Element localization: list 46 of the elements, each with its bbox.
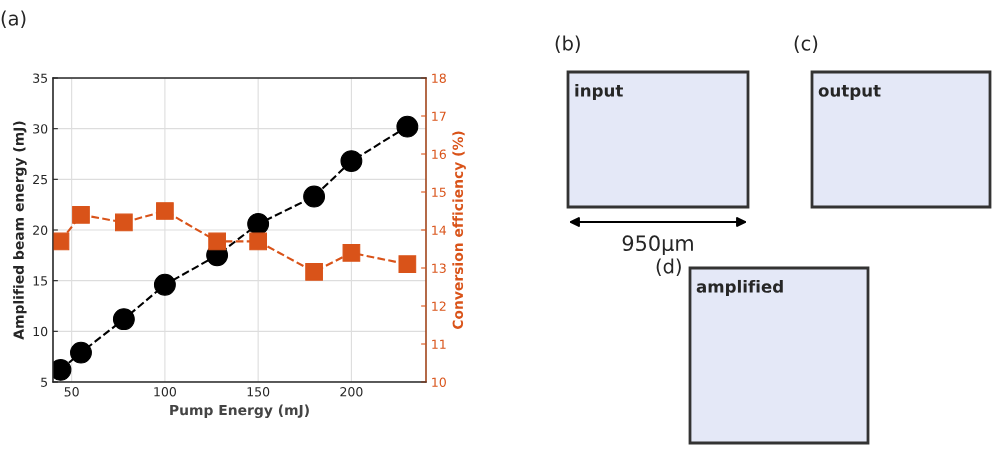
y-tick-label: 10 (33, 326, 48, 337)
y-tick-label: 20 (33, 225, 48, 235)
point (342, 243, 361, 262)
y-tick-label: 35 (33, 73, 48, 83)
x-tick-label: 150 (247, 387, 270, 397)
y-tick-label: 30 (33, 124, 48, 134)
point (115, 213, 133, 232)
text: (d) (656, 258, 681, 276)
point (153, 273, 176, 296)
y-tick-label: 5 (41, 377, 48, 387)
y2-tick-label: 10 (432, 377, 446, 387)
y2-axis-title: Conversion efficiency (%) (452, 131, 466, 330)
y2-tick-label: 13 (432, 263, 446, 273)
text: output (818, 84, 881, 101)
y2-tick-label: 16 (432, 149, 446, 159)
point (249, 232, 267, 251)
point (305, 262, 323, 281)
y2-tick-label: 18 (432, 73, 446, 83)
y2-tick-label: 12 (432, 301, 446, 311)
y2-tick-label: 17 (432, 111, 446, 121)
point (70, 341, 92, 364)
point (396, 115, 419, 138)
point (208, 232, 226, 251)
x-tick-label: 100 (154, 387, 176, 397)
y-axis-title: Amplified beam energy (mJ) (13, 121, 27, 340)
point (156, 202, 174, 220)
x-axis-title: Pump Energy (mJ) (170, 404, 309, 419)
point (112, 308, 135, 331)
text: (a) (1, 10, 26, 28)
point (398, 255, 417, 274)
point (340, 150, 363, 173)
y2-tick-label: 15 (432, 187, 446, 197)
y2-tick-label: 14 (432, 225, 447, 235)
text: 950μm (622, 235, 693, 256)
point (303, 185, 326, 208)
y2-tick-label: 11 (432, 339, 446, 349)
y-tick-label: 25 (33, 174, 48, 185)
x-tick-label: 200 (340, 387, 363, 397)
text: (c) (794, 35, 818, 53)
text: (b) (555, 35, 580, 53)
x-tick-label: 50 (64, 387, 79, 397)
y-tick-label: 15 (33, 276, 48, 286)
point (247, 212, 270, 235)
text: input (575, 83, 623, 101)
point (72, 205, 90, 224)
text: amplified (696, 279, 783, 297)
